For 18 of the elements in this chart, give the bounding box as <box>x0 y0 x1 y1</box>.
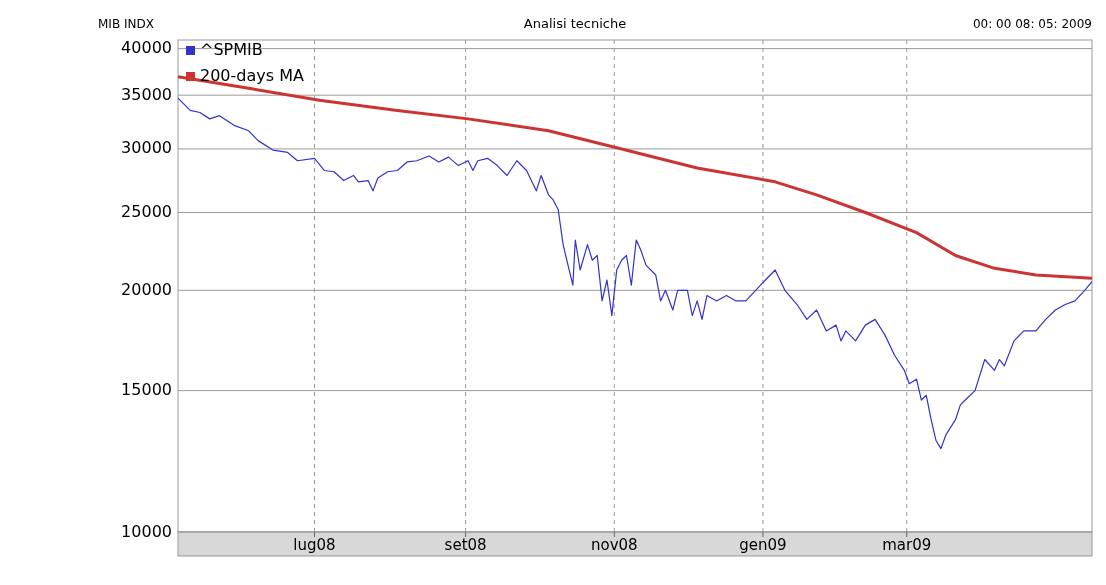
x-tick-label: gen09 <box>739 536 787 554</box>
text: 00: 00 08: 05: 2009 <box>972 17 1092 31</box>
chart-subtitle: MIB INDX <box>98 17 154 31</box>
y-tick-label: 20000 <box>121 279 172 299</box>
y-tick-label: 15000 <box>121 380 172 400</box>
y-tick-label: 10000 <box>121 521 172 541</box>
x-tick-label: lug08 <box>293 536 336 554</box>
x-tick-label: mar09 <box>882 536 932 554</box>
line-series <box>177 97 1093 450</box>
legend-label: ^SPMIB <box>200 40 263 59</box>
y-tick-label: 40000 <box>121 38 172 58</box>
legend-label: 200-days MA <box>200 66 304 85</box>
y-tick-label: 35000 <box>121 84 172 104</box>
y-tick-label: 25000 <box>121 202 172 221</box>
x-tick-label: nov08 <box>590 536 638 554</box>
y-tick-label: 30000 <box>121 138 172 158</box>
chart-title: Analisi tecniche <box>523 16 627 31</box>
x-tick-label: set08 <box>444 536 487 554</box>
